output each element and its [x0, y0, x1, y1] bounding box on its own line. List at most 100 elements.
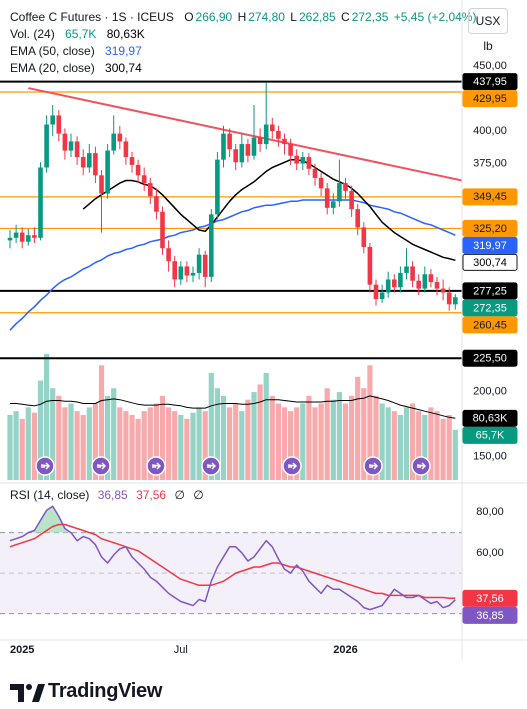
volume-bar — [312, 407, 318, 480]
candle-body — [209, 214, 214, 277]
candle-body — [196, 254, 202, 273]
candle-body — [270, 124, 275, 132]
volume-bar — [178, 415, 184, 480]
event-icon — [201, 456, 221, 476]
price-tag-label: 319,97 — [473, 240, 507, 252]
volume-bar — [428, 407, 434, 480]
price-tag — [462, 316, 518, 334]
legend: Coffee C Futures · 1S · ICEUS O 266,90 H 2… — [10, 9, 478, 77]
candle-body — [392, 279, 397, 288]
legend-row: EMA (20, close) 300,74 — [10, 60, 478, 77]
y-tick-label: 150,00 — [473, 450, 507, 462]
candle-body — [282, 138, 287, 145]
event-icon — [146, 456, 166, 476]
ema-name: EMA (50, close) — [10, 44, 95, 58]
candle-body — [288, 144, 293, 156]
volume-bar — [159, 395, 166, 480]
volume-bar — [257, 384, 263, 480]
rsi-extra: ∅ — [193, 488, 204, 502]
volume-bar — [86, 407, 92, 480]
ema-value: 300,74 — [105, 61, 142, 75]
volume-bar — [336, 392, 342, 480]
volume-bar — [446, 415, 452, 480]
volume-bar — [288, 411, 294, 480]
price-pane — [0, 80, 462, 480]
candle-body — [26, 235, 31, 242]
volume-bar — [361, 388, 367, 480]
price-tag-label: 437,95 — [473, 76, 507, 88]
volume-bar — [342, 403, 349, 480]
ohlc-key: H — [237, 10, 247, 24]
candle-body — [373, 284, 379, 299]
volume-bar — [306, 395, 312, 480]
candle-body — [93, 153, 98, 176]
y-tick-label: 375,00 — [473, 157, 507, 169]
candle-body — [7, 237, 13, 241]
volume-bar — [129, 415, 135, 480]
candle-body — [141, 175, 147, 184]
price-tag — [462, 90, 518, 108]
ohlc-value: 272,35 — [351, 10, 389, 24]
price-tag — [462, 282, 518, 300]
volume-bar — [153, 403, 159, 480]
y-tick-label: 400,00 — [473, 125, 507, 137]
candle-body — [38, 167, 43, 238]
candle-body — [129, 157, 135, 165]
volume-bar — [13, 411, 19, 480]
candle-body — [148, 183, 153, 197]
candle-body — [74, 141, 80, 158]
volume-ema-value: 80,63K — [106, 27, 145, 41]
x-tick-label: 2026 — [333, 644, 357, 656]
price-tag-label: 225,50 — [473, 353, 507, 365]
volume-bar — [166, 407, 172, 480]
volume-bar — [403, 407, 410, 480]
symbol-title: Coffee C Futures · 1S · ICEUS — [10, 10, 174, 24]
volume-ema-line — [10, 395, 456, 419]
candle-body — [227, 133, 232, 150]
y-tick-label: 450,00 — [473, 60, 507, 72]
rsi-value: 36,85 — [97, 488, 128, 502]
price-tag — [462, 409, 518, 427]
volume-bar — [416, 411, 422, 480]
unit[interactable]: lb — [483, 39, 493, 53]
currency[interactable]: USX — [468, 8, 508, 34]
volume-bar — [397, 415, 403, 480]
candle-body — [68, 141, 74, 151]
unit-box[interactable]: USX lb — [468, 8, 508, 58]
legend-row: Vol. (24) 65,7K 80,63K — [10, 26, 478, 43]
volume-bar — [349, 395, 355, 480]
candle-body — [453, 297, 458, 305]
rsi-extra: ∅ — [174, 488, 185, 502]
event-markers — [35, 456, 431, 476]
candle-body — [324, 188, 330, 208]
volume-bar — [25, 407, 31, 480]
volume-bar — [318, 403, 324, 480]
candle-body — [257, 137, 263, 145]
volume-bar — [50, 388, 56, 480]
volume-bar — [355, 376, 361, 480]
candle-body — [190, 272, 196, 276]
event-icon — [91, 456, 111, 476]
candle-body — [361, 227, 367, 247]
candle-body — [50, 115, 55, 125]
volume-bar — [379, 403, 385, 480]
candle-body — [87, 153, 92, 168]
volume-bar — [105, 395, 111, 480]
legend-row: EMA (50, close) 319,97 — [10, 43, 478, 60]
candle-body — [154, 196, 159, 212]
candle-body — [367, 246, 373, 285]
candle-body — [434, 282, 440, 289]
volume-bar — [281, 407, 288, 480]
price-tag — [462, 188, 518, 206]
price-tag-label: 325,20 — [473, 223, 507, 235]
candle-body — [221, 133, 226, 160]
candle-body — [172, 261, 177, 280]
overbought-fill — [10, 506, 456, 533]
candle-body — [239, 144, 245, 163]
candle-body — [184, 266, 190, 276]
ohlc-key: O — [184, 10, 194, 24]
ohlc-value: 266,90 — [195, 10, 233, 24]
candle-body — [428, 274, 434, 283]
candle-body — [160, 211, 165, 249]
